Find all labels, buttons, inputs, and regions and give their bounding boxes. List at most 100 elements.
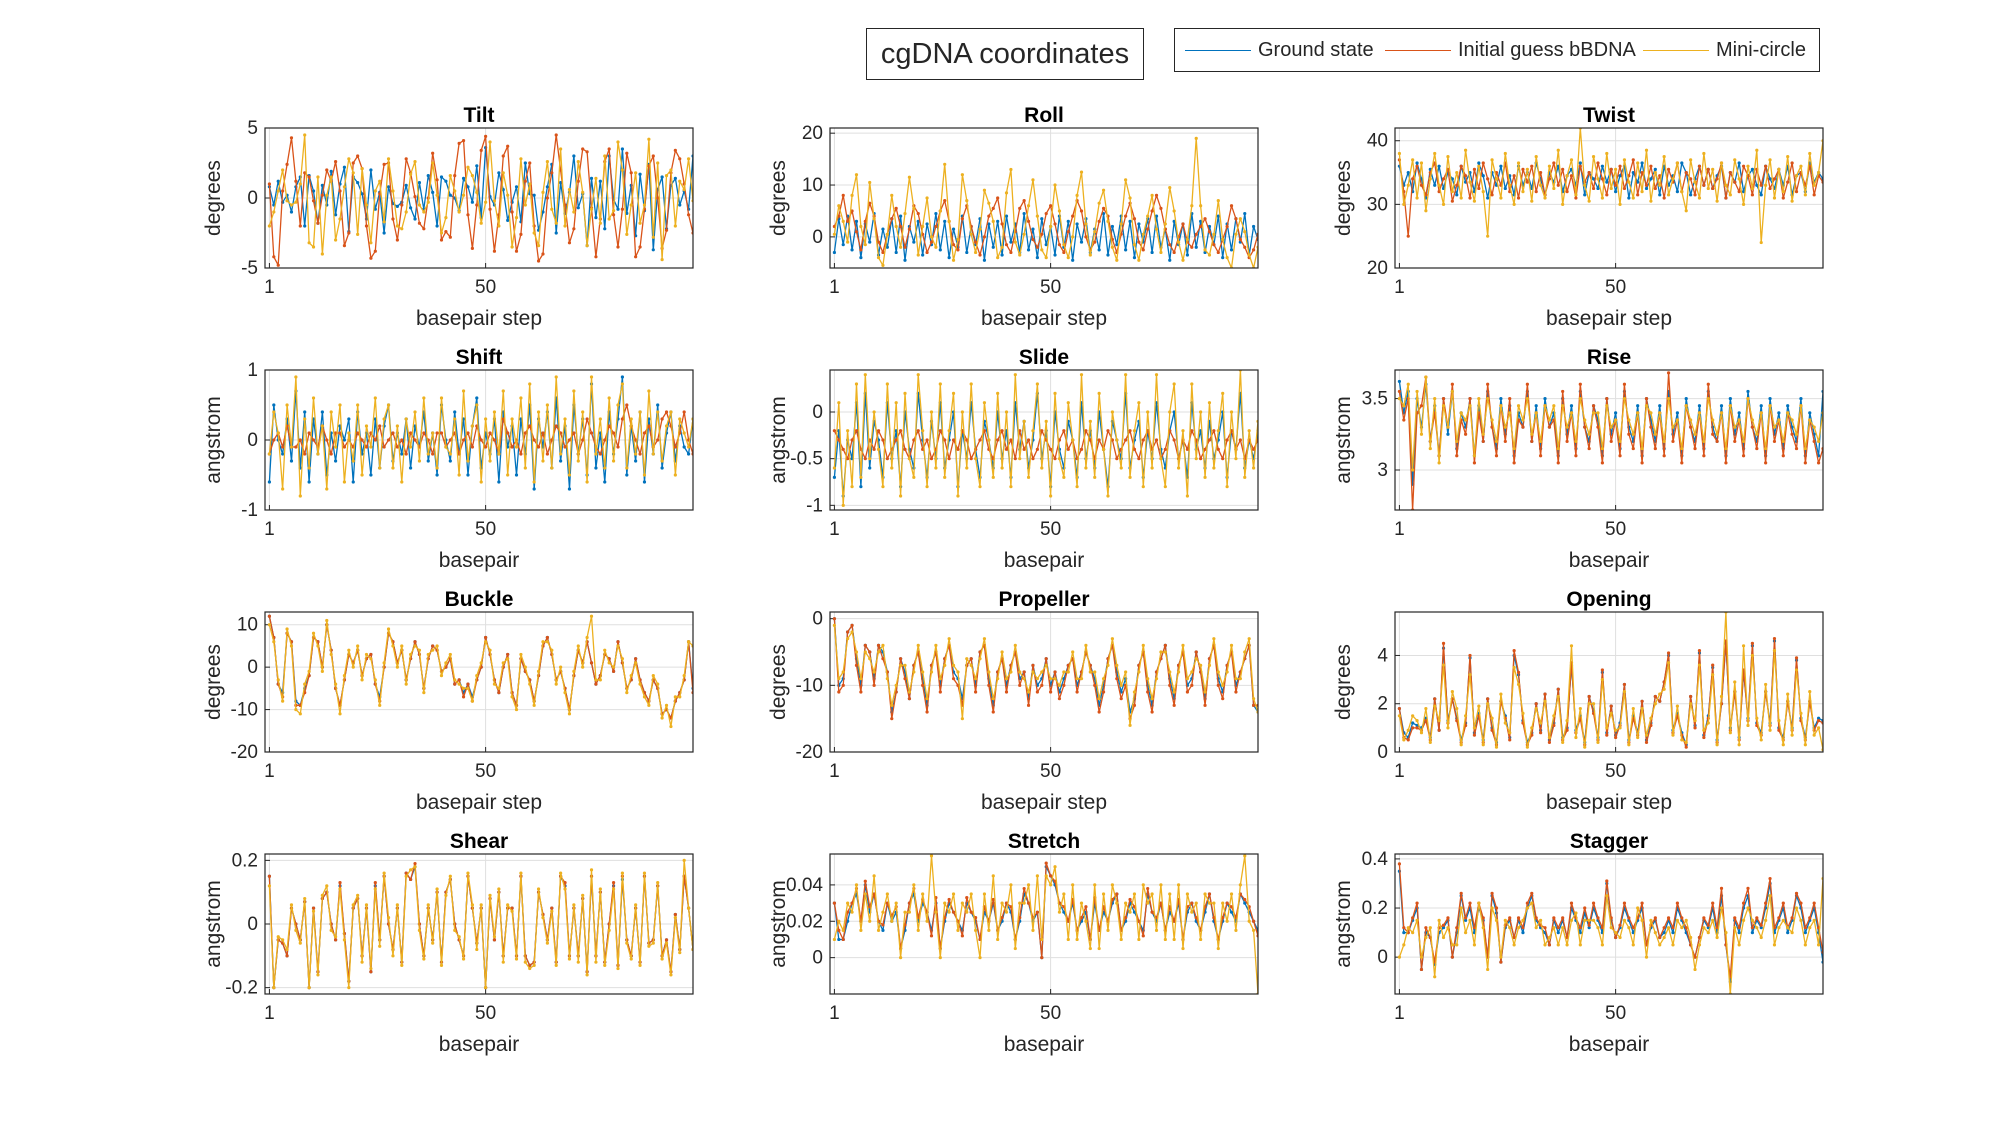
data-point — [594, 452, 598, 456]
data-point — [1816, 716, 1821, 720]
data-point — [898, 657, 903, 661]
data-point — [1146, 690, 1150, 694]
data-point — [1486, 196, 1490, 200]
data-point — [1684, 926, 1688, 930]
data-point — [1534, 926, 1538, 930]
data-point — [969, 892, 973, 896]
data-point — [1499, 955, 1503, 959]
data-point — [378, 703, 382, 707]
data-point — [1689, 193, 1693, 197]
data-point — [360, 678, 364, 682]
data-point — [603, 227, 607, 231]
data-point — [298, 182, 302, 186]
data-point — [457, 682, 461, 686]
data-point — [1808, 151, 1812, 156]
data-point — [982, 188, 987, 192]
data-point — [1481, 439, 1485, 444]
data-point — [1247, 637, 1251, 641]
data-point — [1812, 733, 1816, 737]
data-point — [1750, 418, 1755, 422]
data-point — [417, 203, 422, 207]
data-point — [1441, 396, 1446, 401]
data-point — [982, 258, 987, 262]
data-point — [311, 631, 316, 635]
data-point — [1764, 164, 1768, 168]
data-point — [1159, 206, 1163, 210]
data-point — [1212, 466, 1216, 470]
data-point — [320, 193, 324, 197]
data-point — [1415, 161, 1419, 165]
data-point — [1741, 439, 1746, 444]
data-point — [1194, 916, 1198, 920]
data-point — [1719, 694, 1724, 699]
data-point — [1636, 404, 1640, 408]
data-point — [1587, 446, 1591, 451]
data-point — [1750, 918, 1755, 922]
axes-box — [264, 853, 694, 995]
data-point — [1009, 240, 1013, 244]
data-point — [598, 179, 602, 183]
data-point — [625, 941, 629, 945]
data-point — [536, 445, 541, 449]
data-point — [325, 438, 329, 442]
data-point — [1225, 919, 1229, 923]
data-point — [435, 224, 439, 228]
data-point — [1768, 158, 1772, 162]
data-point — [996, 937, 1000, 942]
data-point — [1455, 170, 1459, 175]
y-tick-label: 0 — [247, 188, 258, 209]
data-point — [1543, 926, 1547, 930]
data-point — [1026, 204, 1031, 208]
data-point — [1644, 186, 1649, 191]
data-point — [1207, 901, 1212, 905]
data-point — [572, 227, 576, 231]
data-point — [342, 938, 347, 942]
data-point — [576, 644, 580, 648]
data-point — [1547, 735, 1552, 740]
data-point — [1671, 177, 1675, 181]
data-point — [916, 429, 920, 433]
data-point — [272, 986, 276, 990]
data-point — [854, 173, 859, 177]
data-point — [281, 452, 285, 456]
data-point — [1402, 404, 1406, 408]
data-point — [294, 928, 298, 932]
x-tick-label: 1 — [1394, 277, 1405, 298]
y-tick-label: -20 — [796, 742, 823, 763]
data-point — [572, 903, 576, 907]
y-tick-label: -5 — [241, 258, 258, 279]
data-point — [1790, 418, 1794, 422]
data-point — [611, 209, 616, 213]
data-point — [514, 249, 519, 253]
data-point — [1441, 935, 1446, 940]
data-point — [1666, 651, 1671, 655]
data-point — [1243, 897, 1247, 902]
y-axis-label: degrees — [767, 644, 790, 720]
data-point — [1049, 447, 1053, 451]
data-point — [1419, 731, 1424, 735]
data-point — [1168, 892, 1172, 896]
data-point — [1084, 222, 1088, 226]
data-point — [510, 445, 514, 449]
data-point — [519, 452, 523, 456]
data-point — [528, 424, 532, 428]
data-point — [1137, 222, 1141, 226]
data-point — [1609, 186, 1613, 191]
data-point — [267, 874, 272, 878]
series-mini-circle — [267, 858, 693, 990]
data-point — [589, 207, 594, 211]
data-point — [1009, 438, 1013, 442]
data-point — [1600, 446, 1604, 451]
y-axis-label: degrees — [1332, 644, 1355, 720]
data-point — [678, 157, 682, 161]
data-point — [1115, 901, 1119, 905]
data-point — [347, 231, 351, 235]
data-point — [1671, 930, 1675, 935]
data-point — [678, 203, 682, 207]
data-point — [1093, 475, 1097, 479]
data-point — [294, 445, 298, 449]
data-point — [907, 910, 912, 914]
data-point — [1437, 719, 1441, 723]
data-point — [1247, 429, 1251, 433]
data-point — [1693, 955, 1697, 959]
